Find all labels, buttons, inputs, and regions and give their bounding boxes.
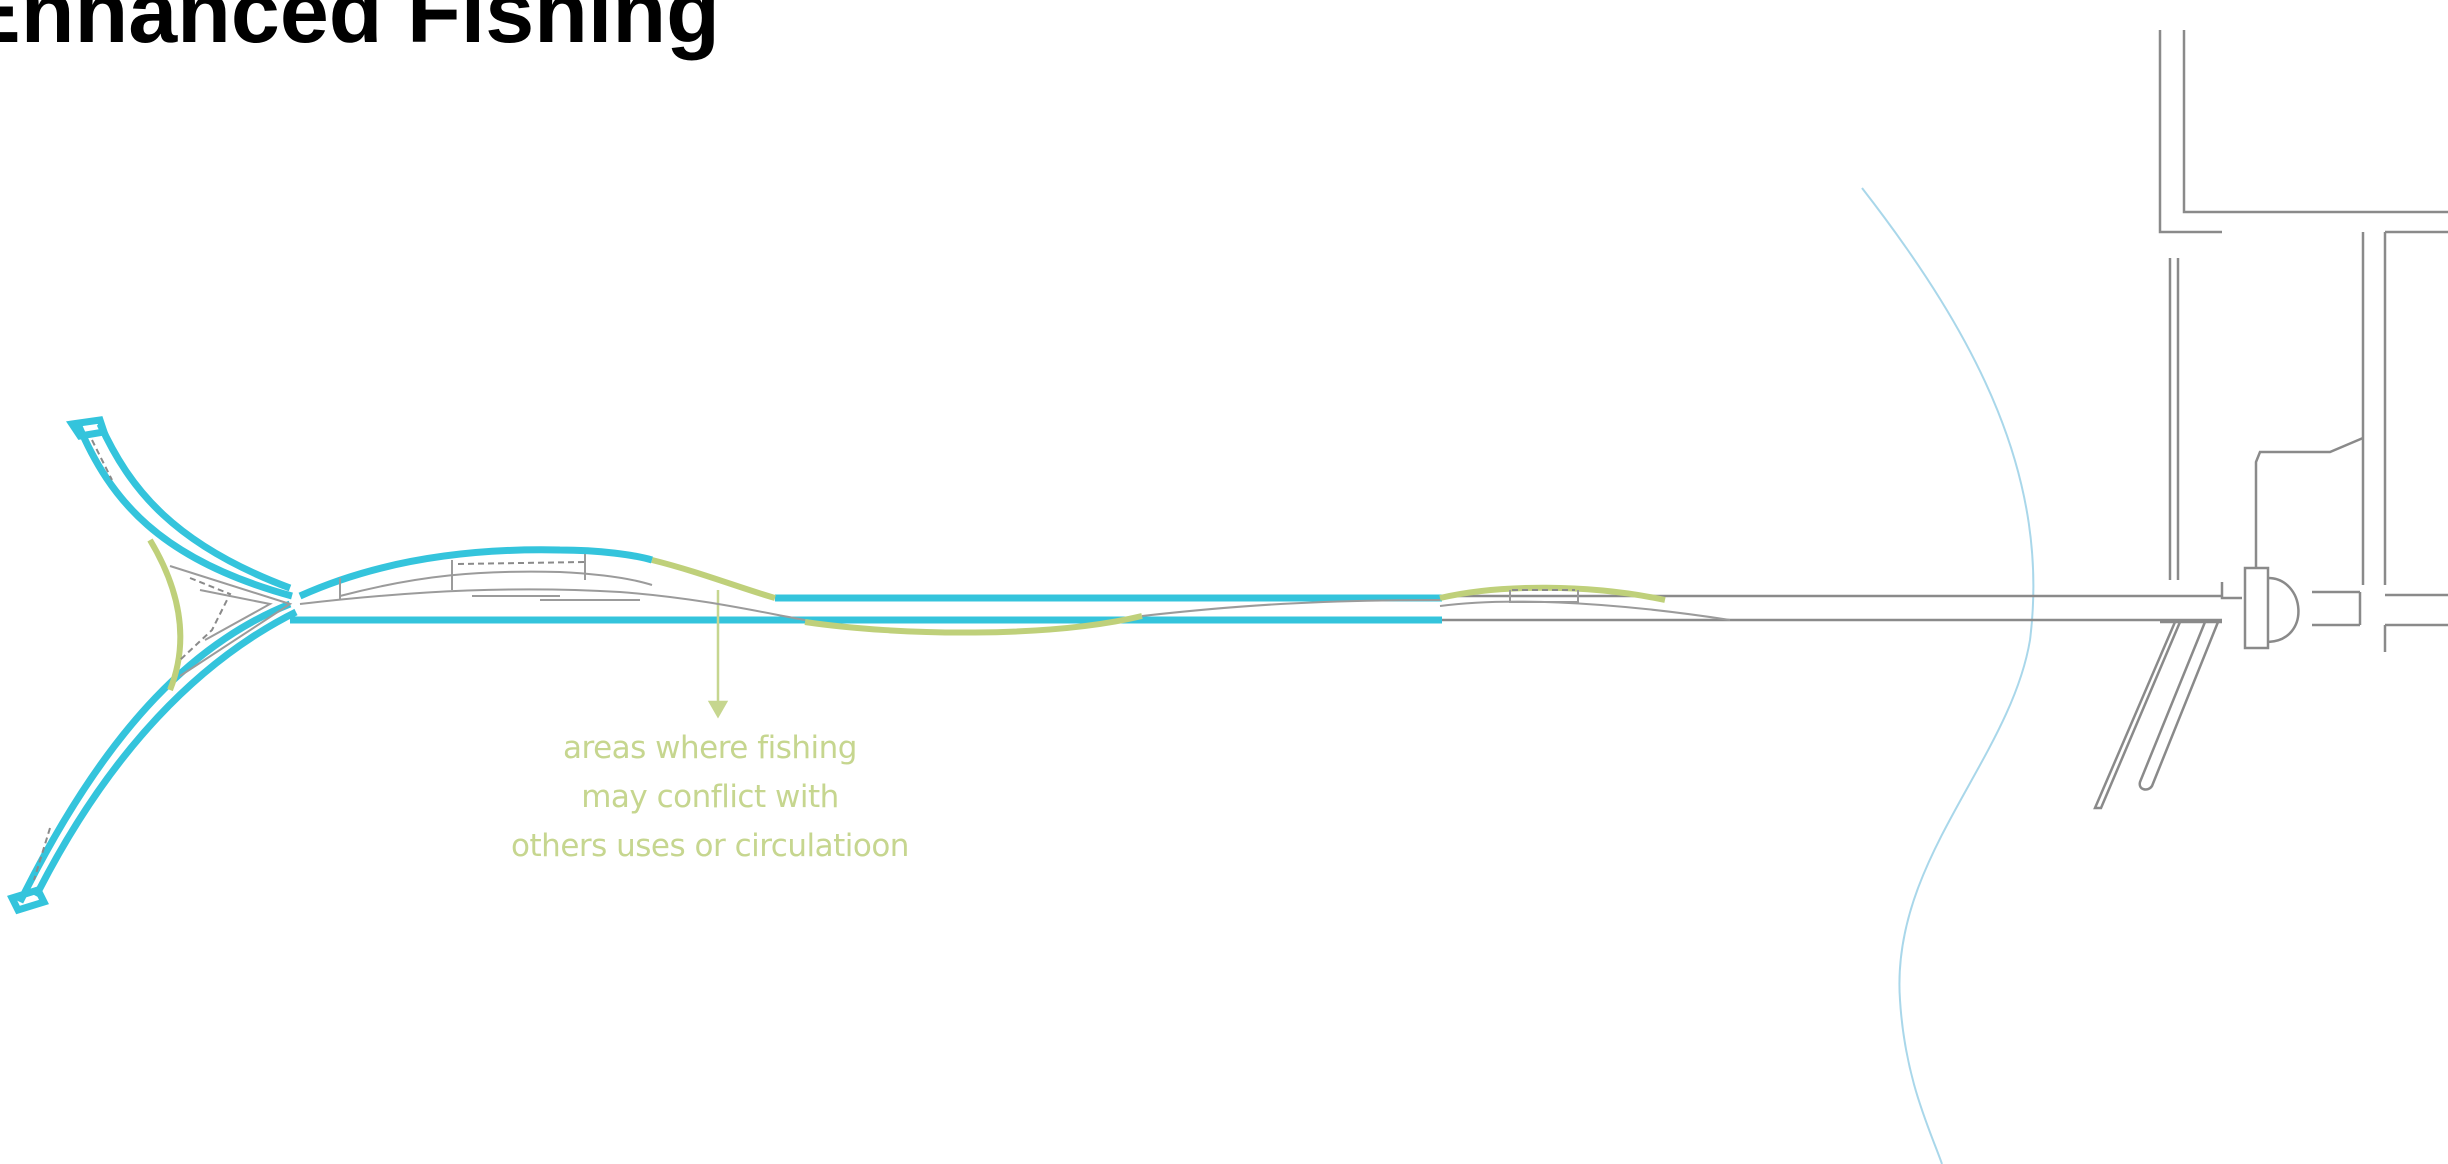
water-edge-line <box>1861 187 2035 1164</box>
page-title: Enhanced Fishing <box>0 0 720 61</box>
conflict-annotation: areas where fishing may conflict with ot… <box>470 724 950 871</box>
shore-building <box>2158 30 2448 652</box>
pier-dashed-outline <box>33 439 1575 881</box>
annotation-pointer <box>707 590 729 719</box>
annotation-line-1: areas where fishing <box>563 730 857 766</box>
annotation-line-3: others uses or circulatioon <box>511 828 909 864</box>
conflict-zone <box>147 538 1666 692</box>
annotation-line-2: may conflict with <box>581 779 839 815</box>
boat-slip <box>2093 620 2222 810</box>
pier-junction <box>169 565 293 677</box>
pier-detail-lines <box>299 554 1731 621</box>
pier-arm-end <box>7 416 109 915</box>
fishing-zone <box>16 422 1442 904</box>
pier-walkway <box>1440 594 2222 622</box>
